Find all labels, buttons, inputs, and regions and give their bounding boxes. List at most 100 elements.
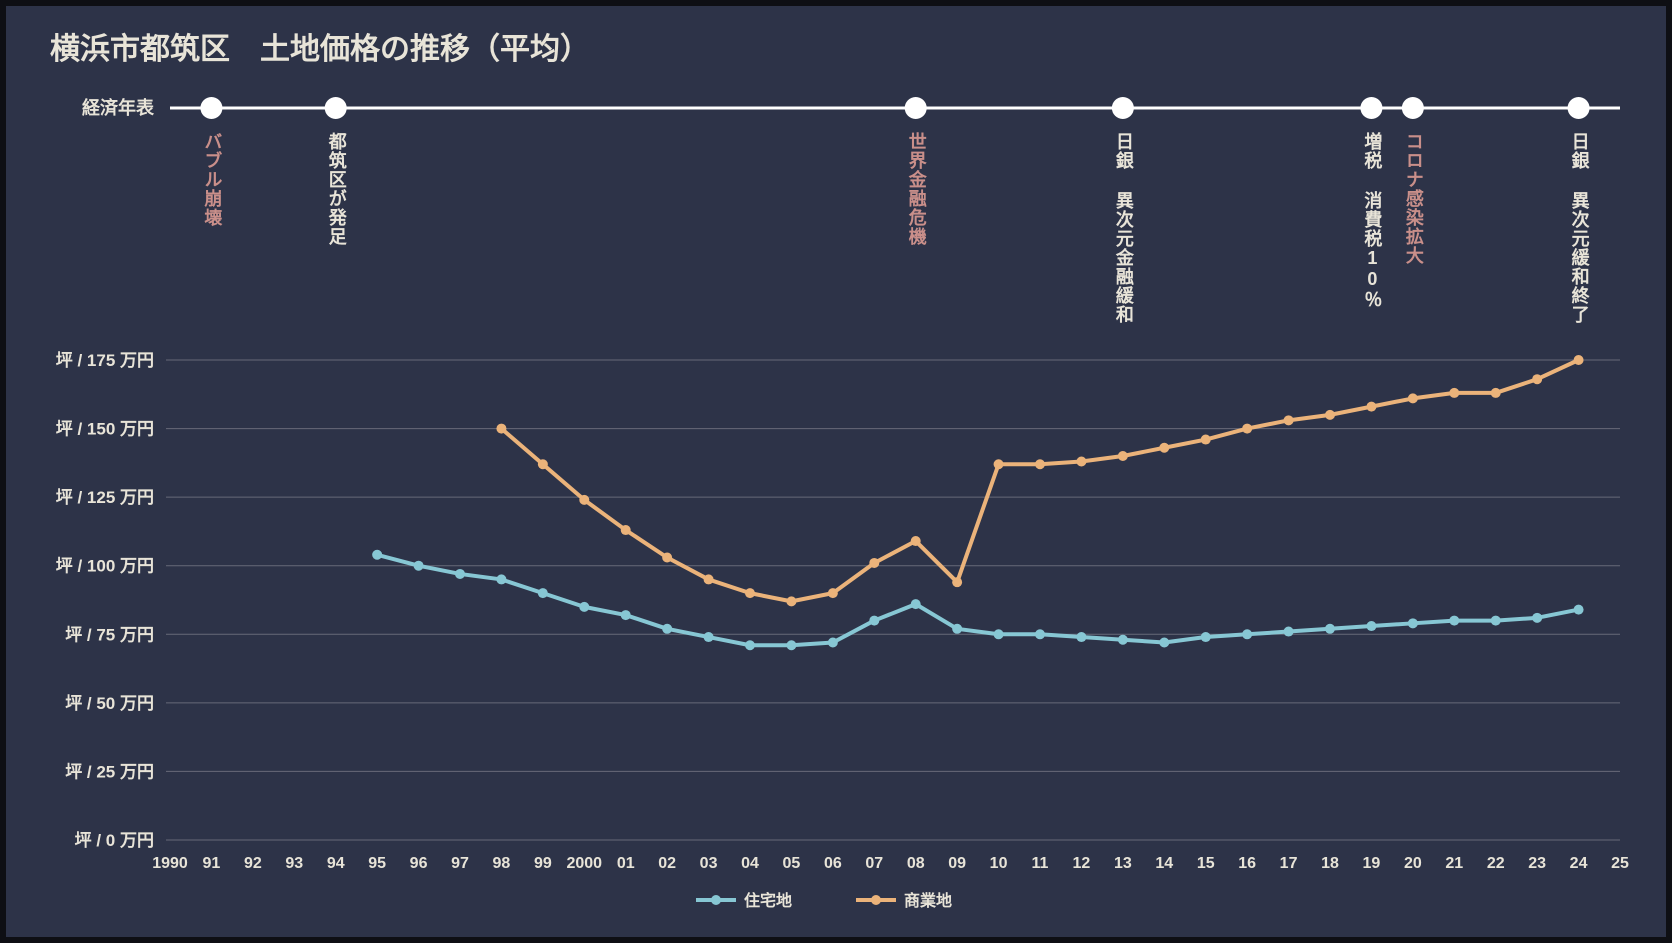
series-marker (745, 640, 755, 650)
timeline-event-dot (1112, 97, 1134, 119)
x-tick-label: 04 (741, 855, 759, 872)
series-marker (621, 525, 631, 535)
series-marker (1408, 618, 1418, 628)
x-tick-label: 19 (1363, 855, 1381, 872)
x-tick-label: 01 (617, 855, 635, 872)
series-marker (662, 552, 672, 562)
series-marker (786, 640, 796, 650)
series-marker (455, 569, 465, 579)
series-marker (704, 574, 714, 584)
series-marker (1574, 605, 1584, 615)
series-marker (1325, 624, 1335, 634)
timeline-event-dot (1568, 97, 1590, 119)
series-marker (828, 638, 838, 648)
timeline-event-dot (1360, 97, 1382, 119)
series-marker (372, 550, 382, 560)
series-marker (828, 588, 838, 598)
y-tick-label: 坪 / 100 万円 (56, 557, 154, 576)
timeline-label: 経済年表 (82, 97, 155, 118)
timeline-event-label: 日銀 異次元金融緩和 (1111, 132, 1137, 324)
x-tick-label: 17 (1280, 855, 1298, 872)
x-tick-label: 12 (1073, 855, 1091, 872)
series-marker (1159, 638, 1169, 648)
x-tick-label: 11 (1032, 855, 1049, 872)
series-marker (1408, 393, 1418, 403)
x-tick-label: 05 (783, 855, 801, 872)
series-marker (621, 610, 631, 620)
legend-swatch-marker (711, 895, 721, 905)
series-marker (952, 577, 962, 587)
y-tick-label: 坪 / 75 万円 (65, 625, 154, 644)
series-marker (414, 561, 424, 571)
x-tick-label: 91 (203, 855, 221, 872)
timeline-event-label: コロナ感染拡大 (1401, 132, 1427, 265)
x-tick-label: 23 (1528, 855, 1546, 872)
x-tick-label: 24 (1570, 855, 1588, 872)
series-marker (1574, 355, 1584, 365)
series-marker (1201, 632, 1211, 642)
series-marker (496, 574, 506, 584)
x-tick-label: 22 (1487, 855, 1505, 872)
series-marker (1242, 629, 1252, 639)
y-tick-label: 坪 / 125 万円 (56, 488, 154, 507)
series-marker (1325, 410, 1335, 420)
y-tick-label: 坪 / 0 万円 (75, 831, 154, 850)
series-marker (538, 588, 548, 598)
series-marker (1449, 616, 1459, 626)
x-tick-label: 07 (865, 855, 883, 872)
y-tick-label: 坪 / 175 万円 (56, 351, 154, 370)
y-tick-label: 坪 / 50 万円 (65, 694, 154, 713)
series-marker (1118, 635, 1128, 645)
timeline-event-label: バブル崩壊 (199, 132, 225, 227)
x-tick-label: 25 (1611, 855, 1629, 872)
series-marker (1284, 627, 1294, 637)
x-tick-label: 97 (451, 855, 469, 872)
series-marker (911, 599, 921, 609)
timeline-event-dot (1402, 97, 1424, 119)
y-tick-label: 坪 / 150 万円 (56, 420, 154, 439)
series-marker (704, 632, 714, 642)
x-tick-label: 99 (534, 855, 552, 872)
series-marker (994, 459, 1004, 469)
series-marker (952, 624, 962, 634)
series-marker (1035, 629, 1045, 639)
x-tick-label: 10 (990, 855, 1008, 872)
series-marker (1035, 459, 1045, 469)
x-tick-label: 93 (285, 855, 303, 872)
series-marker (662, 624, 672, 634)
legend-label: 住宅地 (744, 891, 792, 910)
series-marker (869, 616, 879, 626)
x-tick-label: 03 (700, 855, 718, 872)
series-marker (496, 424, 506, 434)
x-tick-label: 94 (327, 855, 345, 872)
timeline-event-label: 日銀 異次元緩和終了 (1567, 132, 1593, 324)
x-tick-label: 15 (1197, 855, 1215, 872)
series-marker (1366, 402, 1376, 412)
series-marker (1491, 388, 1501, 398)
timeline-event-dot (325, 97, 347, 119)
legend-label: 商業地 (904, 891, 952, 910)
series-marker (1159, 443, 1169, 453)
series-marker (538, 459, 548, 469)
series-marker (1284, 415, 1294, 425)
x-tick-label: 1990 (152, 855, 188, 872)
series-marker (1449, 388, 1459, 398)
y-tick-label: 坪 / 25 万円 (65, 762, 154, 781)
series-marker (579, 495, 589, 505)
series-marker (1201, 435, 1211, 445)
x-tick-label: 09 (948, 855, 966, 872)
x-tick-label: 18 (1321, 855, 1339, 872)
series-marker (579, 602, 589, 612)
legend-swatch-marker (871, 895, 881, 905)
x-tick-label: 14 (1155, 855, 1173, 872)
x-tick-label: 2000 (566, 855, 602, 872)
x-tick-label: 06 (824, 855, 842, 872)
series-marker (745, 588, 755, 598)
x-tick-label: 95 (368, 855, 386, 872)
x-tick-label: 98 (493, 855, 511, 872)
series-marker (994, 629, 1004, 639)
series-marker (786, 596, 796, 606)
series-marker (1242, 424, 1252, 434)
x-tick-label: 16 (1238, 855, 1256, 872)
series-marker (1366, 621, 1376, 631)
